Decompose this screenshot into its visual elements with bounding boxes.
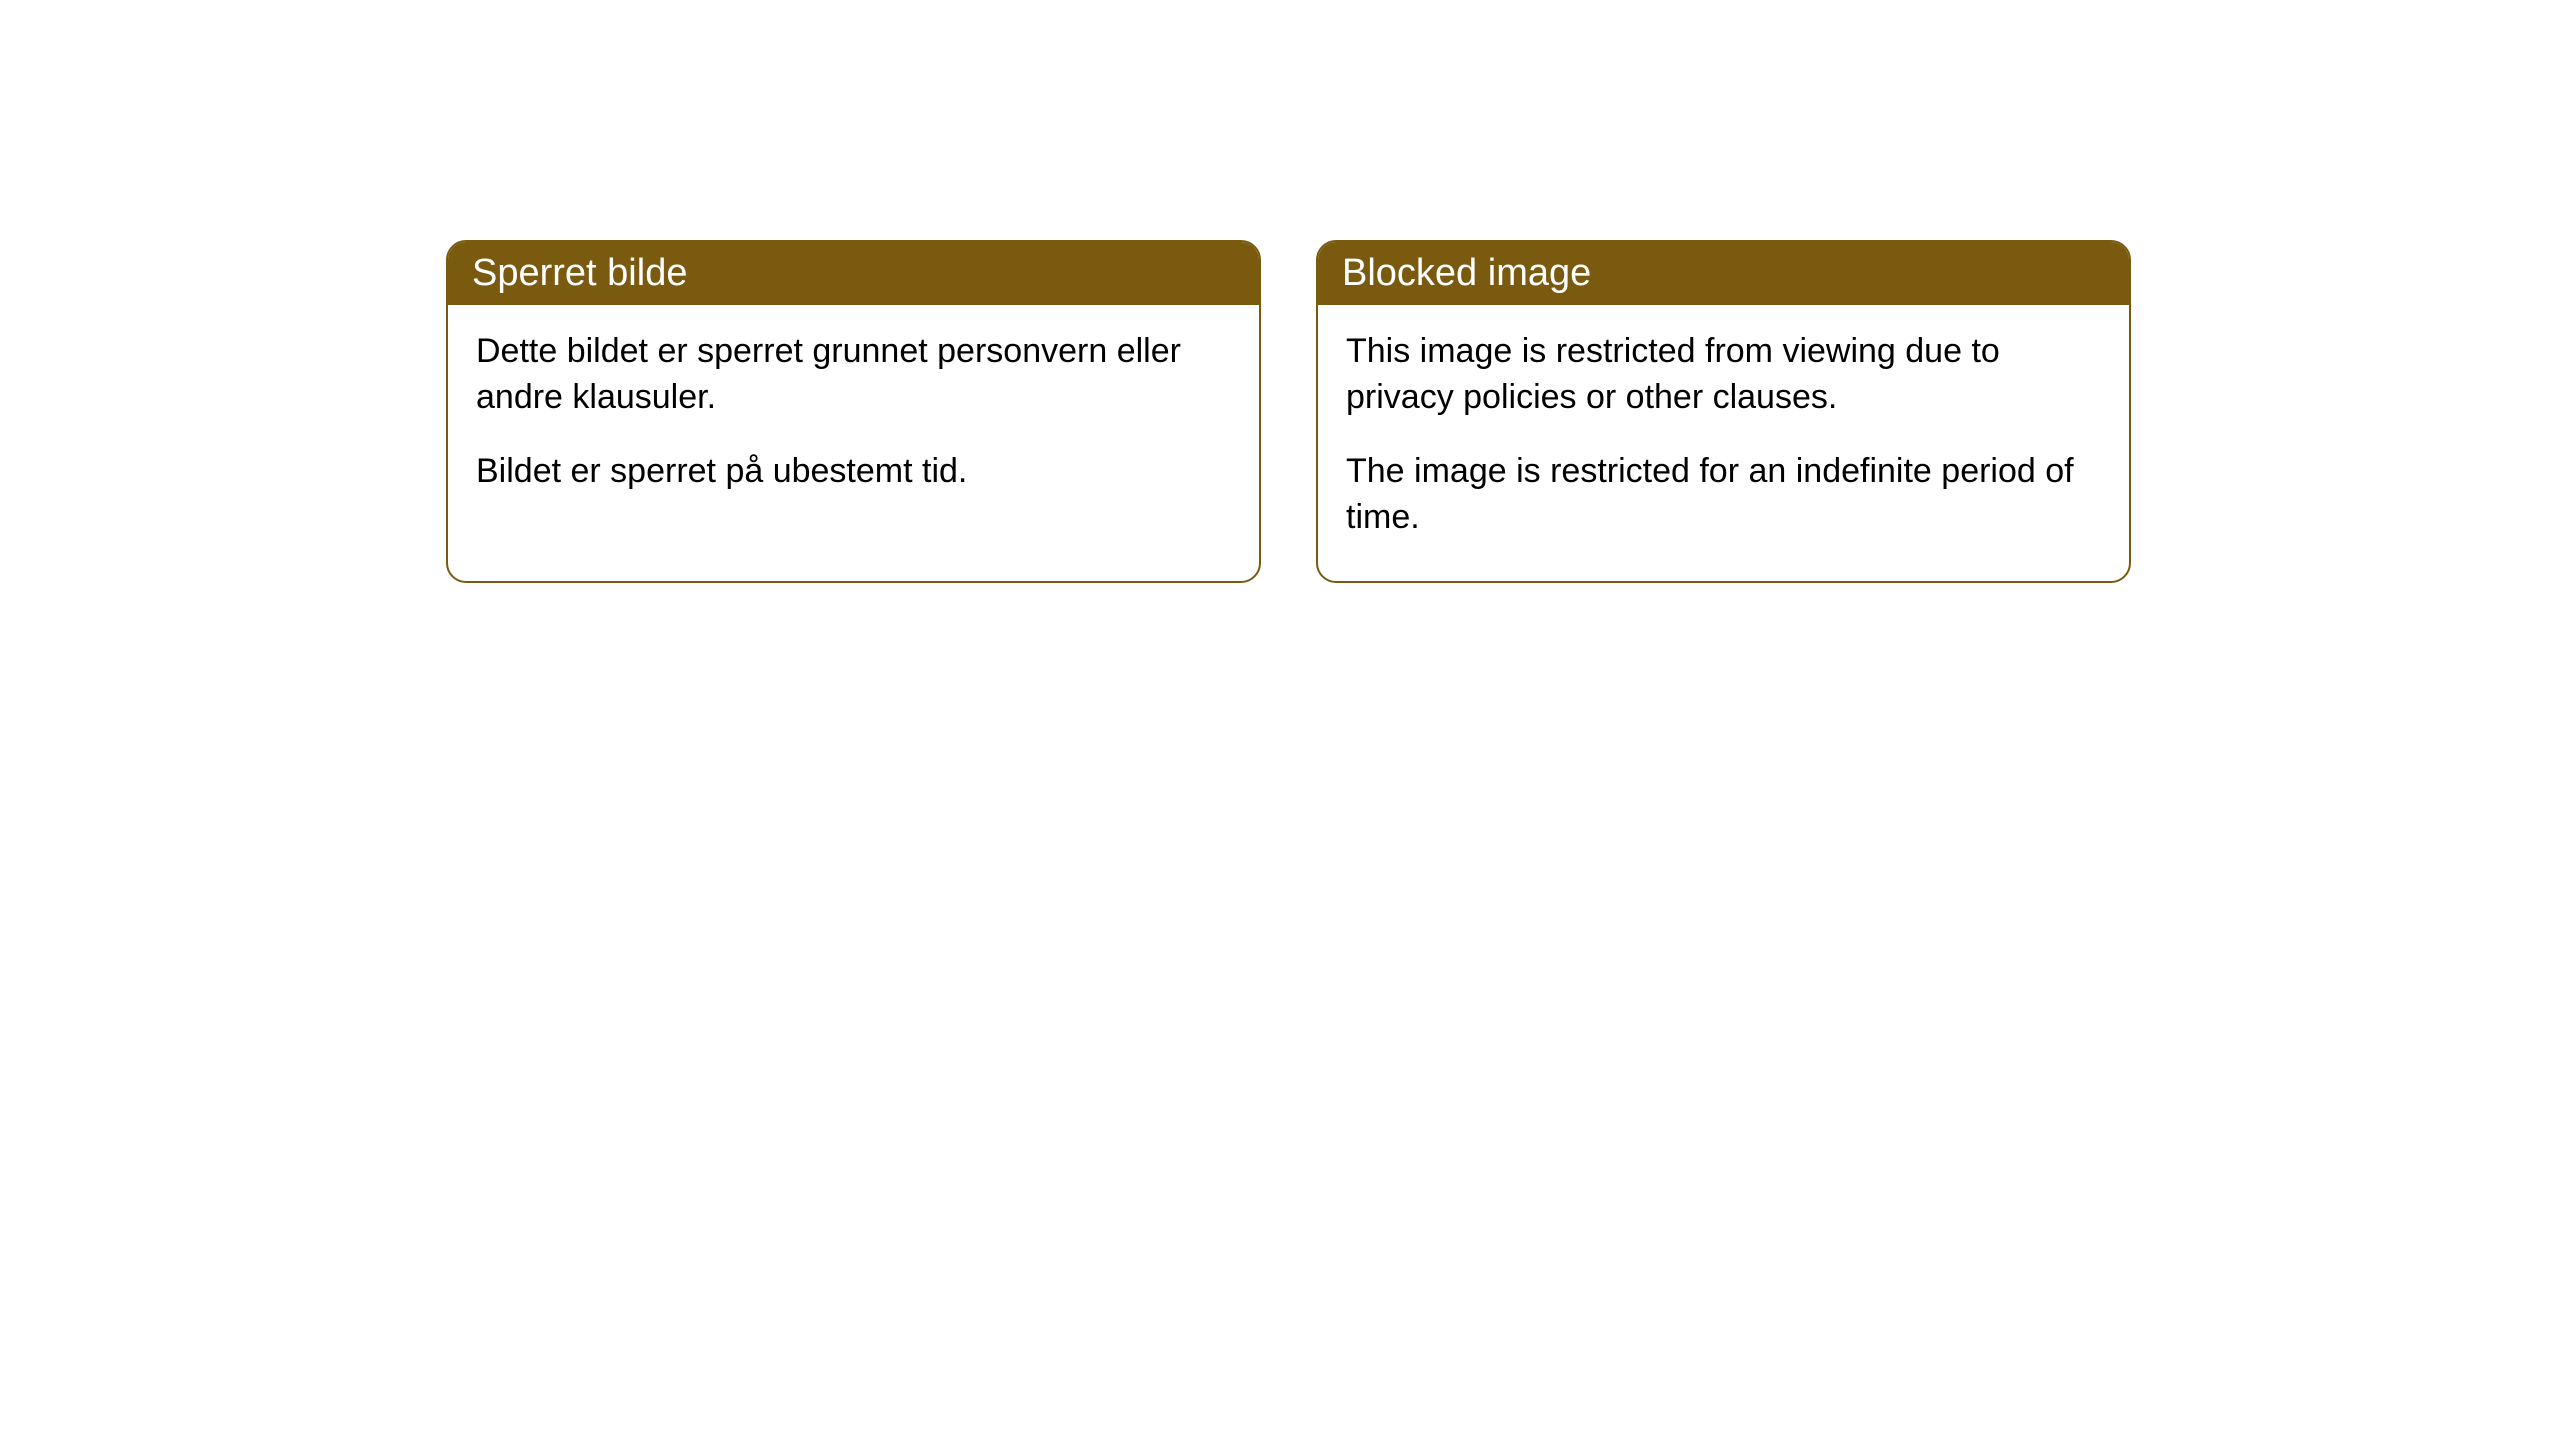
card-paragraph: This image is restricted from viewing du… (1346, 329, 2101, 421)
blocked-image-card-en: Blocked image This image is restricted f… (1316, 240, 2131, 583)
card-header: Blocked image (1318, 242, 2129, 305)
card-paragraph: The image is restricted for an indefinit… (1346, 449, 2101, 541)
card-header: Sperret bilde (448, 242, 1259, 305)
card-title: Sperret bilde (472, 252, 687, 294)
card-paragraph: Dette bildet er sperret grunnet personve… (476, 329, 1231, 421)
card-title: Blocked image (1342, 252, 1591, 294)
card-body: Dette bildet er sperret grunnet personve… (448, 305, 1259, 535)
blocked-image-card-no: Sperret bilde Dette bildet er sperret gr… (446, 240, 1261, 583)
notice-cards-container: Sperret bilde Dette bildet er sperret gr… (446, 240, 2131, 583)
card-paragraph: Bildet er sperret på ubestemt tid. (476, 449, 1231, 495)
card-body: This image is restricted from viewing du… (1318, 305, 2129, 581)
